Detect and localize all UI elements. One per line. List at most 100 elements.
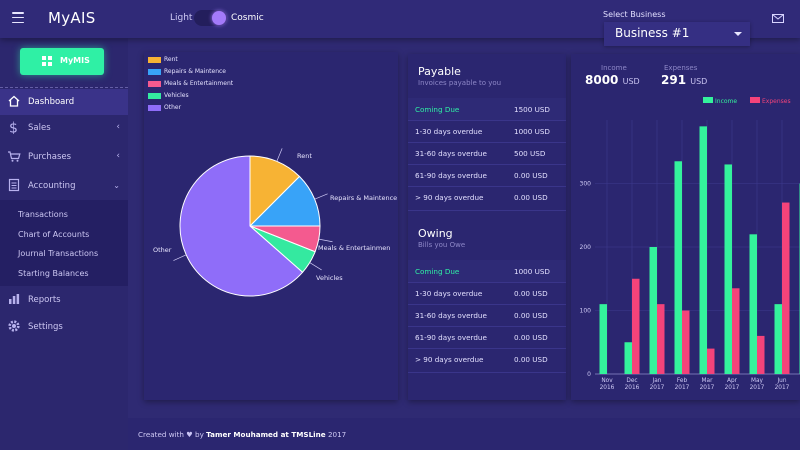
owing-row-over-90[interactable]: > 90 days overdue 0.00 USD	[408, 348, 566, 370]
legend-item-meals[interactable]: Meals & Entertainment	[148, 80, 233, 90]
pie-leader-line	[173, 254, 187, 261]
select-business-label: Select Business	[603, 10, 666, 19]
submenu-item-transactions[interactable]: Transactions	[18, 210, 68, 219]
bar-income[interactable]	[649, 247, 658, 374]
gear-icon	[8, 320, 20, 332]
bar-income[interactable]	[724, 164, 733, 374]
chevron-left-icon: ‹	[116, 122, 120, 132]
row-label: > 90 days overdue	[415, 355, 484, 364]
top-header: MyAIS Light Cosmic Select Business Busin…	[0, 0, 800, 46]
bar-expenses[interactable]	[782, 202, 790, 374]
submenu-item-chart-of-accounts[interactable]: Chart of Accounts	[18, 230, 90, 239]
x-tick-month: Mar	[702, 378, 714, 384]
row-value: 0.00 USD	[514, 171, 548, 180]
legend-item-vehicles[interactable]: Vehicles	[148, 92, 189, 102]
sidebar-item-reports[interactable]: Reports	[0, 287, 128, 313]
bar-income[interactable]	[699, 126, 708, 374]
row-divider	[408, 210, 566, 211]
x-tick-month: Feb	[677, 378, 688, 384]
income-expenses-card: Income 8000 USD Expenses 291 USD Income E…	[571, 54, 800, 400]
pie-leader-line	[318, 238, 333, 243]
sidebar-item-sales[interactable]: $ Sales ‹	[0, 115, 128, 141]
x-tick-month: Jan	[652, 378, 662, 384]
home-icon	[8, 95, 20, 107]
legend-swatch	[148, 68, 161, 75]
bar-income[interactable]	[674, 161, 683, 374]
row-value: 1500 USD	[514, 105, 550, 114]
row-value: 1000 USD	[514, 127, 550, 136]
owing-row-1-30[interactable]: 1-30 days overdue 0.00 USD	[408, 282, 566, 304]
x-tick-month: Dec	[626, 378, 637, 384]
theme-toggle-knob	[212, 11, 226, 25]
heart-icon: ♥	[186, 430, 193, 439]
bar-income[interactable]	[749, 234, 758, 374]
sidebar-item-accounting[interactable]: Accounting ⌄	[0, 173, 128, 199]
bar-expenses[interactable]	[707, 348, 715, 374]
row-value: 0.00 USD	[514, 355, 548, 364]
menu-toggle-icon[interactable]	[12, 12, 24, 24]
row-divider	[408, 120, 566, 121]
row-value: 0.00 USD	[514, 333, 548, 342]
chevron-left-icon: ‹	[116, 151, 120, 161]
mail-icon[interactable]	[772, 14, 784, 23]
y-tick-label: 200	[580, 244, 592, 251]
row-value: 0.00 USD	[514, 289, 548, 298]
income-label: Income	[601, 64, 627, 72]
payable-row-over-90[interactable]: > 90 days overdue 0.00 USD	[408, 186, 566, 208]
theme-light-label[interactable]: Light	[170, 13, 193, 23]
business-select[interactable]: Business #1	[604, 22, 750, 46]
payable-row-1-30[interactable]: 1-30 days overdue 1000 USD	[408, 120, 566, 142]
pie-label-vehicles: Vehicles	[316, 274, 343, 282]
y-tick-label: 100	[580, 308, 592, 315]
chevron-down-icon	[734, 32, 742, 36]
payable-row-31-60[interactable]: 31-60 days overdue 500 USD	[408, 142, 566, 164]
expenses-amount: 291	[661, 73, 687, 87]
payable-row-61-90[interactable]: 61-90 days overdue 0.00 USD	[408, 164, 566, 186]
bar-chart-icon	[9, 294, 20, 304]
legend-item-other[interactable]: Other	[148, 104, 181, 114]
bar-income[interactable]	[599, 304, 608, 374]
bar-expenses[interactable]	[682, 310, 690, 375]
legend-label: Other	[164, 104, 182, 111]
sidebar-item-label: Settings	[28, 322, 63, 332]
x-tick-year: 2017	[650, 385, 665, 391]
bar-income[interactable]	[624, 342, 633, 374]
sidebar-item-purchases[interactable]: Purchases ‹	[0, 144, 128, 170]
bar-expenses[interactable]	[757, 335, 765, 374]
app-brand[interactable]: MyAIS	[48, 9, 96, 27]
submenu-item-journal-transactions[interactable]: Journal Transactions	[18, 249, 99, 258]
expenses-pie-chart	[173, 148, 333, 297]
sidebar-item-label: Reports	[28, 295, 61, 305]
bar-expenses[interactable]	[632, 278, 640, 374]
submenu-item-starting-balances[interactable]: Starting Balances	[18, 269, 89, 278]
pie-slice-other[interactable]	[179, 155, 304, 297]
bar-expenses[interactable]	[732, 288, 740, 374]
bar-expenses[interactable]	[657, 304, 665, 374]
expenses-label: Expenses	[664, 64, 698, 72]
row-label: > 90 days overdue	[415, 193, 484, 202]
legend-item-rent[interactable]: Rent	[148, 56, 178, 66]
footer-author[interactable]: Tamer Mouhamed at TMSLine	[206, 430, 326, 439]
payable-title: Payable	[418, 65, 461, 78]
owing-row-coming-due[interactable]: Coming Due 1000 USD	[408, 260, 566, 282]
ledger-icon	[8, 178, 20, 192]
row-value: 1000 USD	[514, 267, 550, 276]
theme-toggle[interactable]	[194, 10, 227, 26]
theme-cosmic-label[interactable]: Cosmic	[231, 13, 264, 23]
legend-label-expenses[interactable]: Expenses	[762, 98, 791, 105]
x-tick-year: 2017	[725, 385, 740, 391]
bar-income[interactable]	[774, 304, 783, 374]
owing-row-31-60[interactable]: 31-60 days overdue 0.00 USD	[408, 304, 566, 326]
row-label: 31-60 days overdue	[415, 149, 487, 158]
expenses-unit: USD	[690, 77, 708, 86]
sidebar-item-settings[interactable]: Settings	[0, 314, 128, 340]
sidebar-item-dashboard[interactable]: Dashboard	[0, 89, 128, 115]
owing-row-61-90[interactable]: 61-90 days overdue 0.00 USD	[408, 326, 566, 348]
payable-row-coming-due[interactable]: Coming Due 1500 USD	[408, 98, 566, 120]
row-value: 500 USD	[514, 149, 546, 158]
x-tick-month: Apr	[727, 378, 738, 384]
mymis-button[interactable]: MyMIS	[20, 48, 104, 75]
legend-item-repairs[interactable]: Repairs & Maintence	[148, 68, 226, 78]
legend-swatch	[148, 56, 161, 63]
legend-label-income[interactable]: Income	[715, 98, 737, 105]
